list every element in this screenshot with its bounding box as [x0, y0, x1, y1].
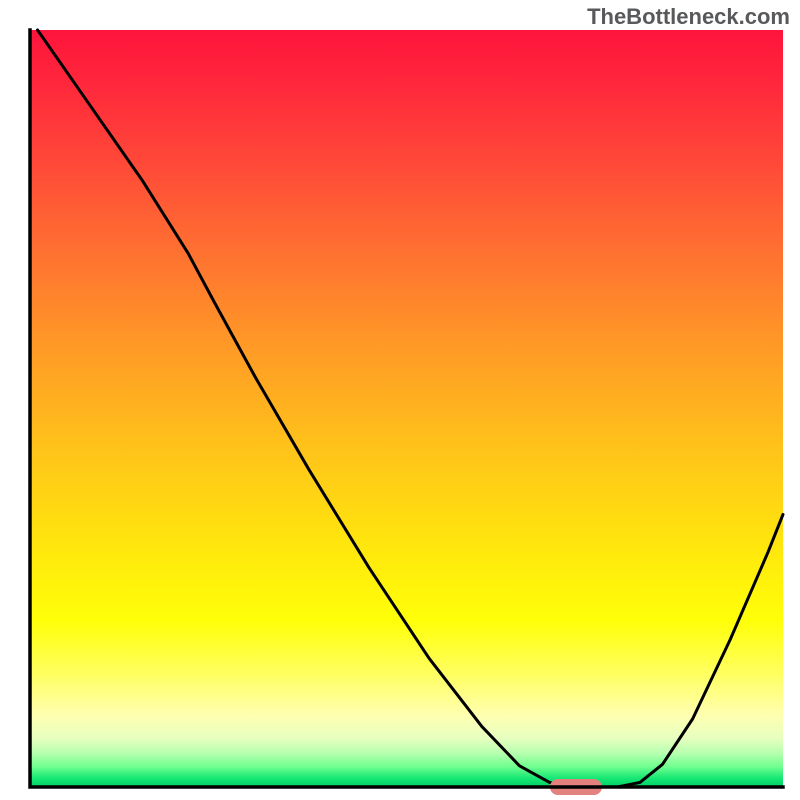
watermark-text: TheBottleneck.com	[587, 4, 790, 30]
chart-svg	[0, 0, 800, 800]
bottleneck-chart: TheBottleneck.com	[0, 0, 800, 800]
plot-background	[30, 30, 783, 787]
